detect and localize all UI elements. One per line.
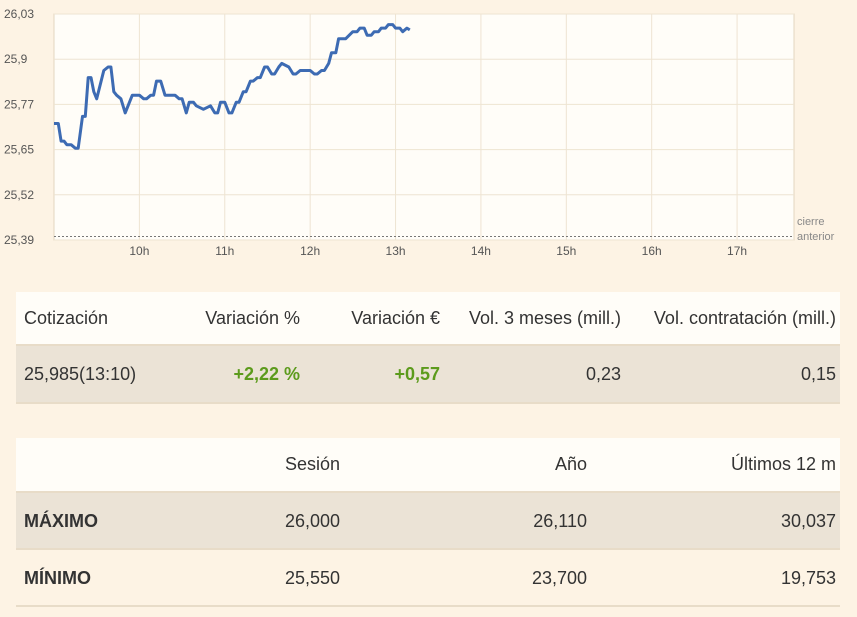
minimo-ano: 23,700 [531,568,587,588]
header-vol-3-meses: Vol. 3 meses (mill.) [468,308,621,328]
minimo-row: MÍNIMO 25,550 23,700 19,753 [16,550,840,607]
x-tick-label: 12h [300,244,320,258]
header-cotizacion: Cotización [24,308,109,328]
minimo-sesion: 25,550 [284,568,340,588]
header-sesion: Sesión [284,454,340,474]
x-tick-label: 17h [727,244,747,258]
header-ano: Año [554,454,587,474]
y-tick-label: 26,03 [4,7,34,21]
previous-close-label-2: anterior [797,231,835,243]
x-tick-label: 14h [471,244,491,258]
maximo-label: MÁXIMO [24,511,98,531]
y-tick-label: 25,52 [4,188,34,202]
header-vol-contratacion: Vol. contratación (mill.) [653,308,836,328]
variacion-pct-value: +2,22 % [233,364,300,384]
x-tick-label: 13h [386,244,406,258]
x-tick-label: 10h [129,244,149,258]
y-tick-label: 25,9 [4,52,28,66]
quote-table: Cotización Variación % Variación € Vol. … [16,292,840,404]
variacion-eur-value: +0,57 [394,364,440,384]
y-tick-label: 25,65 [4,143,34,157]
cotizacion-value: 25,985(13:10) [24,364,137,384]
quote-header-row: Cotización Variación % Variación € Vol. … [16,292,840,346]
intraday-price-chart: 26,03 25,9 25,77 25,65 25,52 25,39 10h 11h 12h 1… [4,7,835,258]
header-variacion-eur: Variación € [351,308,440,328]
x-tick-label: 15h [556,244,576,258]
quote-data-row: 25,985(13:10) +2,22 % +0,57 0,23 0,15 [16,346,840,404]
minimo-ultimos-12m: 19,753 [780,568,836,588]
y-tick-label: 25,77 [4,97,34,111]
maximo-row: MÁXIMO 26,000 26,110 30,037 [16,493,840,550]
maximo-sesion: 26,000 [284,511,340,531]
maximo-ano: 26,110 [533,511,587,531]
range-table: Sesión Año Últimos 12 m MÁXIMO 26,000 26… [16,438,840,607]
previous-close-label-1: cierre [797,216,825,228]
price-line [54,23,411,150]
x-tick-label: 11h [215,244,234,258]
header-variacion-pct: Variación % [205,308,300,328]
maximo-ultimos-12m: 30,037 [780,511,836,531]
vol-contratacion-value: 0,15 [800,364,836,384]
minimo-label: MÍNIMO [24,568,91,588]
plot-area [53,13,795,241]
x-tick-label: 16h [642,244,662,258]
y-tick-label: 25,39 [4,233,34,247]
range-header-row: Sesión Año Últimos 12 m [16,438,840,493]
header-ultimos-12m: Últimos 12 m [730,454,836,474]
vol-3-meses-value: 0,23 [585,364,621,384]
